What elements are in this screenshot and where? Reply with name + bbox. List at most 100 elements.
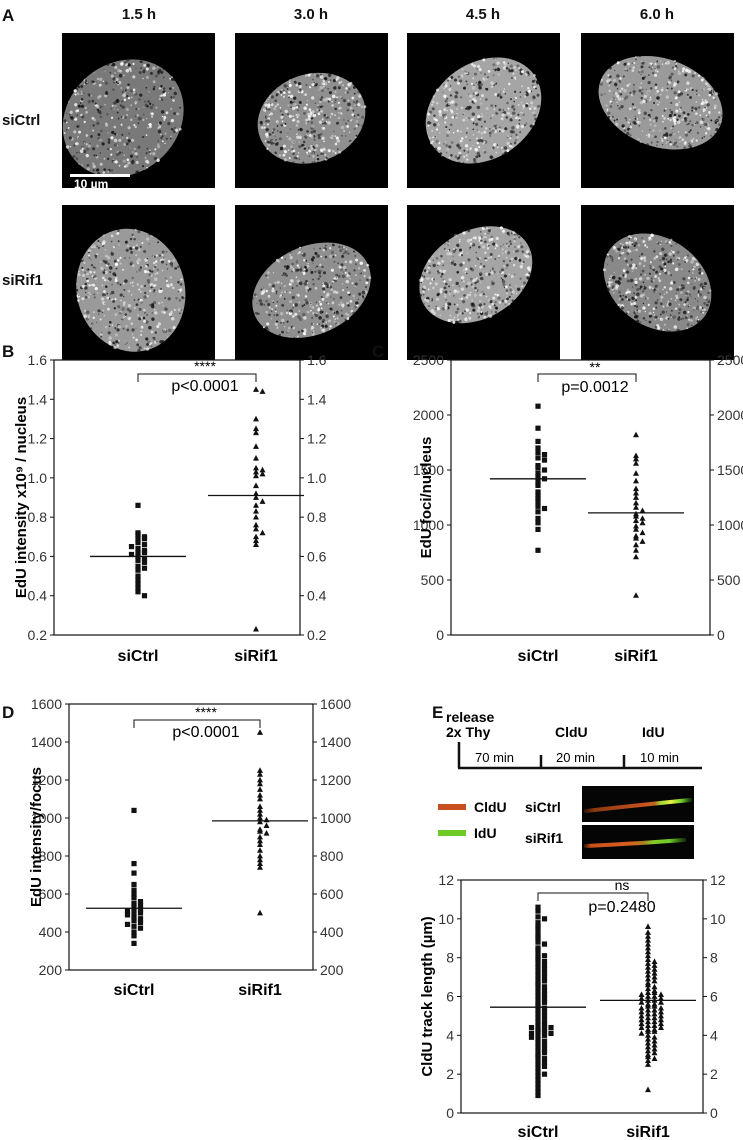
speckle — [135, 254, 137, 257]
speckle — [265, 100, 268, 102]
speckle — [449, 94, 453, 97]
time-label-3: 4.5 h — [465, 6, 501, 23]
speckle — [650, 141, 653, 144]
speckle — [69, 145, 72, 148]
speckle — [93, 311, 95, 313]
speckle — [619, 90, 622, 93]
speckle — [96, 77, 100, 81]
speckle — [701, 99, 704, 101]
speckle — [121, 318, 124, 321]
data-point-square — [541, 941, 548, 947]
speckle — [143, 295, 147, 299]
speckle — [468, 105, 472, 110]
speckle — [298, 84, 302, 88]
speckle — [129, 147, 131, 149]
speckle — [528, 107, 532, 110]
speckle — [694, 122, 696, 125]
speckle — [489, 128, 491, 130]
ytick-label-right: 1.4 — [307, 391, 327, 407]
speckle — [303, 147, 307, 150]
speckle — [694, 107, 698, 111]
speckle — [151, 115, 154, 118]
speckle — [515, 124, 520, 129]
speckle — [106, 157, 110, 161]
speckle — [451, 110, 454, 113]
speckle — [312, 113, 317, 118]
speckle — [80, 92, 84, 96]
speckle — [94, 254, 98, 258]
speckle — [529, 124, 533, 128]
speckle — [684, 117, 687, 120]
speckle — [132, 88, 136, 92]
speckle — [510, 98, 512, 101]
timeline-duration-10: 10 min — [640, 750, 679, 765]
speckle — [105, 264, 109, 267]
speckle — [121, 105, 125, 109]
speckle — [361, 115, 365, 119]
speckle — [676, 118, 679, 122]
speckle — [98, 138, 102, 142]
speckle — [669, 141, 672, 144]
ytick-label-left: 8 — [446, 950, 454, 966]
timeline: release 2x Thy CldU IdU 70 min 20 min 10… — [446, 709, 702, 770]
speckle — [167, 259, 171, 263]
data-point-triangle — [259, 388, 266, 394]
speckle — [449, 108, 452, 111]
speckle — [267, 98, 269, 100]
speckle — [662, 120, 664, 123]
speckle — [298, 141, 301, 144]
speckle — [150, 330, 154, 334]
speckle — [94, 246, 96, 249]
speckle — [316, 108, 320, 111]
speckle — [162, 87, 166, 90]
ytick-label-left: 10 — [438, 911, 454, 927]
speckle — [78, 151, 81, 154]
speckle — [508, 69, 512, 73]
speckle — [626, 127, 630, 131]
speckle — [656, 70, 659, 73]
speckle — [131, 151, 134, 153]
speckle — [524, 124, 526, 127]
speckle — [135, 170, 140, 175]
speckle — [115, 77, 119, 82]
speckle — [141, 242, 144, 245]
speckle — [628, 107, 632, 111]
speckle — [326, 116, 329, 119]
speckle — [663, 117, 666, 120]
speckle — [153, 255, 156, 258]
ytick-label-right: 2000 — [717, 407, 743, 423]
speckle — [305, 118, 309, 122]
speckle — [702, 110, 705, 113]
speckle — [666, 139, 669, 142]
speckle — [450, 141, 454, 144]
speckle — [466, 72, 469, 75]
speckle — [438, 132, 441, 134]
speckle — [336, 121, 340, 125]
speckle — [343, 119, 345, 121]
speckle — [500, 117, 504, 121]
speckle — [76, 125, 79, 128]
speckle — [652, 129, 655, 132]
speckle — [714, 121, 717, 124]
speckle — [649, 123, 652, 126]
speckle — [493, 142, 497, 147]
speckle — [666, 61, 670, 65]
speckle — [152, 301, 157, 305]
speckle — [343, 130, 345, 132]
speckle — [298, 88, 302, 92]
speckle — [686, 123, 688, 126]
speckle — [351, 118, 353, 121]
speckle — [129, 282, 132, 284]
speckle — [658, 129, 661, 132]
speckle — [103, 302, 106, 305]
speckle — [317, 112, 321, 116]
speckle — [625, 68, 627, 70]
speckle — [335, 96, 338, 99]
data-point-triangle — [253, 513, 259, 520]
speckle — [618, 79, 621, 83]
speckle — [500, 91, 502, 93]
speckle — [298, 158, 301, 161]
speckle — [314, 74, 316, 77]
speckle — [165, 250, 168, 253]
speckle — [476, 151, 481, 156]
